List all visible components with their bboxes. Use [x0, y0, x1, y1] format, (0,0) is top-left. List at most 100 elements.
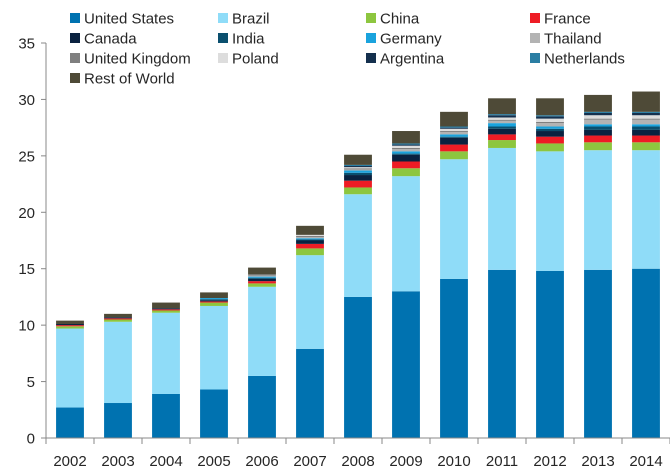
bar-segment-china: [296, 248, 324, 256]
x-tick-label: 2012: [533, 453, 566, 470]
bar-segment-rest-of-world: [56, 320, 84, 325]
bar-segment-united-states: [296, 348, 324, 438]
bar-stack-2007: [296, 225, 324, 438]
legend-label: Canada: [84, 31, 137, 48]
bar-segment-argentina: [584, 112, 612, 116]
legend-label: Poland: [232, 51, 279, 68]
bar-segment-united-states: [584, 269, 612, 438]
legend-swatch: [366, 33, 376, 43]
bar-segment-thailand: [632, 119, 660, 125]
bar-segment-canada: [200, 300, 228, 302]
bar-segment-brazil: [440, 159, 468, 279]
bar-segment-poland: [392, 145, 420, 148]
bar-stack-2008: [344, 154, 372, 438]
x-tick-label: 2008: [341, 453, 374, 470]
bar-stack-2010: [440, 111, 468, 438]
x-tick-label: 2013: [581, 453, 614, 470]
bar-segment-poland: [440, 128, 468, 132]
bar-segment-united-states: [440, 278, 468, 438]
bar-segment-netherlands: [488, 114, 516, 116]
x-tick-label: 2007: [293, 453, 326, 470]
bar-segment-brazil: [392, 176, 420, 292]
legend-swatch: [366, 13, 376, 23]
bar-segment-rest-of-world: [200, 292, 228, 299]
x-tick-label: 2006: [245, 453, 278, 470]
x-tick-label: 2009: [389, 453, 422, 470]
legend-item-brazil: Brazil: [218, 11, 270, 28]
bar-segment-thailand: [488, 120, 516, 124]
bar-segment-france: [488, 134, 516, 141]
bar-stack-2014: [632, 91, 660, 438]
bar-segment-argentina: [632, 112, 660, 116]
bar-segment-rest-of-world: [584, 94, 612, 112]
x-tick-label: 2011: [486, 453, 518, 470]
bar-segment-brazil: [344, 194, 372, 297]
bar-segment-china: [632, 142, 660, 151]
bar-segment-germany: [296, 238, 324, 240]
x-tick-label: 2014: [629, 453, 662, 470]
bar-segment-germany: [488, 123, 516, 127]
bar-segment-india: [344, 172, 372, 176]
bar-stack-2005: [200, 292, 228, 438]
bar-stack-2013: [584, 94, 612, 438]
bar-segment-india: [296, 239, 324, 241]
legend-swatch: [366, 53, 376, 63]
bar-stack-2002: [56, 320, 84, 438]
bar-segment-france: [56, 325, 84, 327]
bar-segment-rest-of-world: [536, 98, 564, 116]
bar-segment-france: [152, 309, 180, 311]
legend-label: Rest of World: [84, 71, 175, 88]
bar-segment-united-states: [200, 389, 228, 438]
bar-segment-united-states: [536, 270, 564, 438]
bar-segment-netherlands: [440, 126, 468, 128]
bar-segment-france: [392, 161, 420, 169]
legend-label: Germany: [380, 31, 442, 48]
bar-segment-argentina: [392, 144, 420, 146]
bar-segment-united-states: [632, 268, 660, 438]
x-tick-label: 2002: [53, 453, 86, 470]
y-tick-label: 20: [18, 205, 35, 222]
bar-segment-canada: [56, 324, 84, 326]
bar-segment-china: [584, 142, 612, 151]
bar-segment-rest-of-world: [104, 313, 132, 318]
legend-swatch: [218, 13, 228, 23]
bar-segment-france: [200, 301, 228, 303]
bar-segment-india: [632, 126, 660, 130]
legend-swatch: [218, 33, 228, 43]
bar-segment-united-kingdom: [296, 235, 324, 238]
bar-segment-china: [392, 168, 420, 177]
legend-swatch: [530, 33, 540, 43]
bar-segment-united-states: [152, 393, 180, 438]
bar-segment-canada: [536, 131, 564, 137]
bar-segment-thailand: [536, 123, 564, 127]
bar-segment-canada: [488, 128, 516, 135]
bar-segment-canada: [392, 154, 420, 162]
bar-segment-united-states: [344, 296, 372, 438]
legend-item-france: France: [530, 11, 591, 28]
legend-label: Netherlands: [544, 51, 625, 68]
legend-label: France: [544, 11, 591, 28]
bar-segment-thailand: [344, 169, 372, 171]
legend-item-china: China: [366, 11, 420, 28]
bar-segment-germany: [440, 134, 468, 137]
bar-segment-canada: [440, 137, 468, 145]
bar-segment-united-kingdom: [392, 147, 420, 150]
y-tick-label: 5: [27, 374, 35, 391]
bar-segment-poland: [488, 117, 516, 120]
legend-label: Argentina: [380, 51, 445, 68]
bar-segment-china: [200, 302, 228, 306]
bar-segment-thailand: [248, 275, 276, 277]
bar-segment-rest-of-world: [296, 225, 324, 235]
bar-segment-india: [488, 126, 516, 129]
bar-segment-india: [200, 299, 228, 301]
bar-segment-china: [536, 143, 564, 152]
bar-segment-canada: [632, 129, 660, 136]
bar-segment-france: [536, 136, 564, 144]
bar-segment-united-kingdom: [440, 131, 468, 133]
legend-swatch: [70, 33, 80, 43]
legend-item-india: India: [218, 31, 265, 48]
x-tick-label: 2005: [197, 453, 230, 470]
legend-item-canada: Canada: [70, 31, 137, 48]
